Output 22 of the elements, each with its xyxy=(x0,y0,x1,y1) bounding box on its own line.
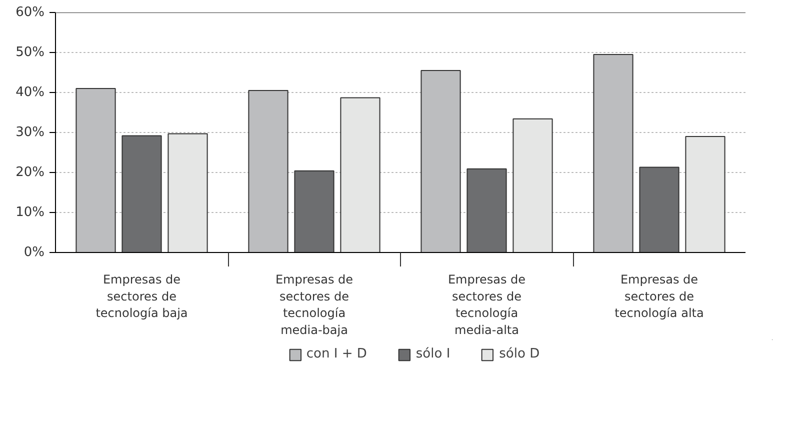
y-tick-label: 60% xyxy=(16,5,45,20)
x-tick-label: Empresas de sectores de tecnología alta xyxy=(614,272,704,320)
y-tick-label: 50% xyxy=(16,45,45,60)
bar xyxy=(168,133,208,252)
y-tick-label: 0% xyxy=(24,245,44,260)
bar xyxy=(122,135,162,252)
bar xyxy=(466,168,507,252)
legend-label: sólo I xyxy=(416,346,450,362)
legend-label: sólo D xyxy=(499,346,540,362)
x-tick-label: Empresas de sectores de tecnología media-baja xyxy=(275,272,354,337)
x-tick-label: Empresas de sectores de tecnología media-alta xyxy=(448,272,526,337)
x-tick-label: Empresas de sectores de tecnología baja xyxy=(96,272,188,320)
bar xyxy=(340,97,380,252)
y-tick-label: 10% xyxy=(16,205,45,220)
bar xyxy=(512,118,553,252)
y-tick-label: 30% xyxy=(16,125,45,140)
y-tick-label: 20% xyxy=(16,165,45,180)
legend-label: con I + D xyxy=(306,346,367,362)
y-tick-label: 40% xyxy=(16,85,45,100)
bar xyxy=(639,166,680,252)
bar xyxy=(294,170,334,252)
bar xyxy=(685,136,726,252)
